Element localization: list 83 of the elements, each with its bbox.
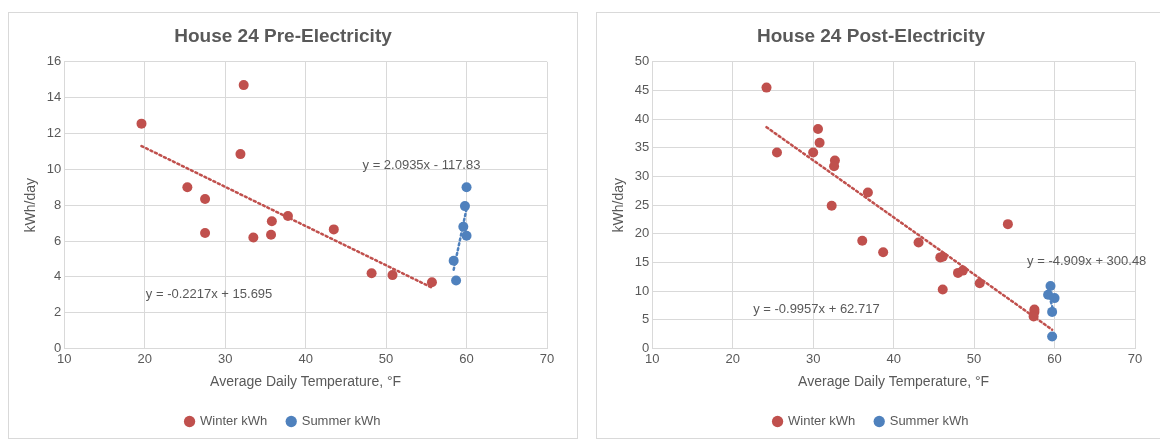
point bbox=[200, 193, 211, 204]
point bbox=[1047, 306, 1058, 317]
point bbox=[328, 224, 339, 235]
y-tick-label: 10 bbox=[46, 160, 62, 176]
x-tick-label: 30 bbox=[217, 350, 233, 366]
point bbox=[857, 235, 868, 246]
x-tick-label: 20 bbox=[725, 350, 740, 366]
y-tick-label: 20 bbox=[634, 225, 650, 241]
point bbox=[282, 210, 293, 221]
x-axis-title: Average Daily Temperature, °F bbox=[210, 373, 402, 390]
y-axis-title: kWh/day bbox=[610, 177, 627, 233]
y-tick-label: 16 bbox=[46, 53, 62, 69]
point bbox=[974, 278, 985, 289]
legend-label: Summer kWh bbox=[889, 413, 969, 429]
point bbox=[248, 232, 259, 243]
y-tick-label: 6 bbox=[54, 232, 62, 248]
point bbox=[426, 277, 437, 288]
legend-label: Summer kWh bbox=[301, 413, 381, 429]
chart-title: House 24 Pre-Electricity bbox=[174, 24, 393, 46]
point bbox=[459, 201, 470, 212]
x-tick-label: 40 bbox=[886, 350, 901, 366]
annotation: y = -4.909x + 300.48 bbox=[1027, 252, 1147, 268]
point bbox=[771, 147, 782, 158]
x-axis-title: Average Daily Temperature, °F bbox=[798, 373, 990, 390]
point bbox=[451, 275, 462, 286]
legend-label: Winter kWh bbox=[200, 413, 268, 429]
point bbox=[366, 268, 377, 279]
x-tick-label: 20 bbox=[137, 350, 152, 366]
y-tick-label: 45 bbox=[634, 82, 650, 98]
point bbox=[238, 80, 249, 91]
point bbox=[200, 227, 211, 238]
point bbox=[1047, 331, 1058, 342]
point bbox=[1045, 281, 1056, 292]
point bbox=[461, 230, 472, 241]
point bbox=[829, 161, 840, 172]
point bbox=[937, 284, 948, 295]
point bbox=[814, 137, 825, 148]
x-tick-label: 50 bbox=[966, 350, 982, 366]
legend-label: Winter kWh bbox=[788, 413, 856, 429]
y-tick-label: 8 bbox=[54, 196, 62, 212]
annotation: y = -0.2217x + 15.695 bbox=[145, 285, 273, 301]
point bbox=[182, 182, 193, 193]
point bbox=[266, 229, 277, 240]
y-tick-label: 12 bbox=[46, 125, 62, 141]
point bbox=[235, 149, 246, 160]
point bbox=[913, 237, 924, 248]
y-tick-label: 15 bbox=[634, 254, 650, 270]
annotation: y = -0.9957x + 62.717 bbox=[753, 301, 880, 317]
point bbox=[808, 147, 819, 158]
y-tick-label: 5 bbox=[642, 311, 650, 327]
point bbox=[458, 221, 469, 232]
y-tick-label: 35 bbox=[634, 139, 650, 155]
point bbox=[1002, 219, 1013, 230]
point bbox=[448, 255, 459, 266]
x-tick-label: 70 bbox=[539, 350, 555, 366]
x-tick-label: 50 bbox=[378, 350, 394, 366]
point bbox=[826, 200, 837, 211]
y-tick-label: 30 bbox=[634, 168, 650, 184]
y-tick-label: 10 bbox=[634, 282, 650, 298]
y-tick-label: 40 bbox=[634, 110, 650, 126]
point bbox=[878, 247, 889, 258]
x-tick-label: 70 bbox=[1127, 350, 1143, 366]
point bbox=[957, 265, 968, 276]
annotation: y = 2.0935x - 117.83 bbox=[362, 156, 481, 172]
y-tick-label: 4 bbox=[54, 268, 62, 284]
point bbox=[266, 216, 277, 227]
point bbox=[862, 187, 873, 198]
y-tick-label: 50 bbox=[634, 53, 650, 69]
point bbox=[1049, 293, 1060, 304]
x-tick-label: 60 bbox=[1047, 350, 1062, 366]
point bbox=[461, 182, 472, 193]
x-tick-label: 60 bbox=[459, 350, 474, 366]
y-tick-label: 25 bbox=[634, 196, 650, 212]
y-tick-label: 2 bbox=[54, 304, 62, 320]
point bbox=[813, 123, 823, 134]
y-tick-label: 14 bbox=[46, 89, 62, 105]
point bbox=[761, 82, 772, 93]
y-axis-title: kWh/day bbox=[22, 177, 39, 233]
point bbox=[387, 270, 398, 281]
x-tick-label: 30 bbox=[805, 350, 821, 366]
point bbox=[136, 118, 147, 129]
chart-title: House 24 Post-Electricity bbox=[756, 24, 986, 46]
x-tick-label: 40 bbox=[298, 350, 313, 366]
